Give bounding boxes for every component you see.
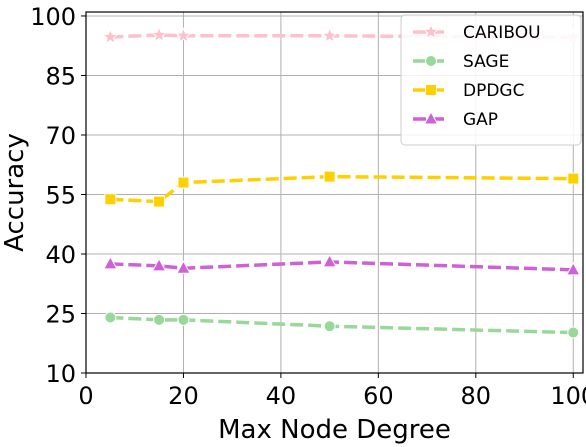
x-axis-label: Max Node Degree <box>218 415 451 445</box>
data-point-dpdgc <box>567 172 580 185</box>
axis-ticks: 0 20 40 60 80 100 10 25 40 55 70 85 100 <box>30 3 586 410</box>
y-tick-label: 25 <box>45 300 76 328</box>
data-point-gap <box>565 261 581 276</box>
legend-box <box>400 14 582 146</box>
y-tick-label: 10 <box>45 360 76 388</box>
legend: CARIBOU SAGE DPDGC GAP <box>400 14 582 146</box>
data-point-caribou <box>321 27 338 43</box>
y-tick-label: 100 <box>30 3 76 31</box>
plot-frame <box>85 11 584 374</box>
series-dpdgc <box>104 170 580 208</box>
data-point-dpdgc <box>104 193 117 206</box>
data-point-dpdgc <box>323 170 336 183</box>
series-gap <box>103 253 581 276</box>
data-point-caribou <box>175 27 192 43</box>
y-tick-label: 55 <box>45 181 76 209</box>
data-point-caribou <box>102 28 119 44</box>
x-tick-label: 100 <box>550 382 586 410</box>
y-axis-label: Accuracy <box>0 133 30 252</box>
series-sage <box>104 311 580 339</box>
legend-label: GAP <box>463 110 498 130</box>
data-point-gap <box>322 253 337 268</box>
data-point-sage <box>153 313 166 326</box>
legend-label: SAGE <box>463 52 509 72</box>
data-point-dpdgc <box>177 176 190 189</box>
legend-marker <box>425 55 437 67</box>
x-tick-label: 60 <box>363 382 394 410</box>
data-point-gap <box>151 257 167 272</box>
legend-label: DPDGC <box>463 81 524 101</box>
data-point-gap <box>176 260 191 274</box>
data-point-sage <box>177 313 190 326</box>
y-tick-label: 40 <box>45 241 76 269</box>
data-point-dpdgc <box>153 195 166 208</box>
data-point-sage <box>567 326 580 339</box>
legend-item-caribou: CARIBOU <box>413 23 541 43</box>
y-tick-label: 85 <box>45 62 76 90</box>
data-point-gap <box>103 255 118 270</box>
data-point-sage <box>323 320 336 333</box>
data-point-caribou <box>150 26 168 42</box>
x-tick-label: 20 <box>168 382 199 410</box>
y-tick-label: 70 <box>45 122 76 150</box>
data-point-sage <box>104 311 117 324</box>
x-tick-label: 40 <box>266 382 297 410</box>
legend-item-dpdgc: DPDGC <box>413 81 524 101</box>
legend-item-sage: SAGE <box>413 52 509 72</box>
legend-item-gap: GAP <box>413 110 498 130</box>
legend-marker <box>422 23 440 39</box>
x-tick-label: 80 <box>461 382 492 410</box>
legend-marker <box>425 84 437 96</box>
legend-label: CARIBOU <box>463 23 541 43</box>
x-tick-label: 0 <box>78 382 93 410</box>
legend-marker <box>423 110 439 125</box>
